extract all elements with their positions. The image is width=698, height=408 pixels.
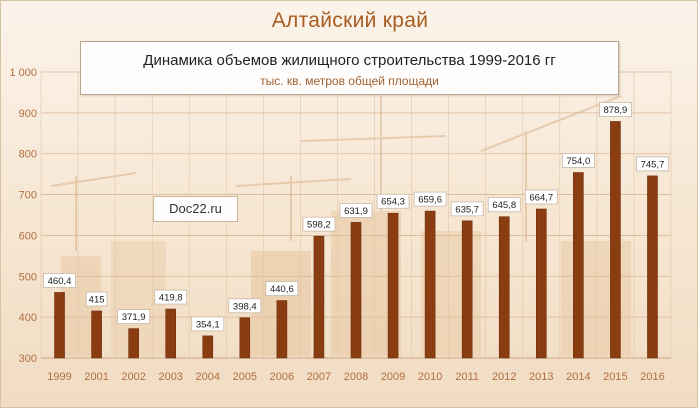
x-tick-label: 2013 (529, 371, 553, 383)
bar-2015 (610, 121, 620, 358)
x-tick-label: 2011 (455, 371, 479, 383)
y-tick-label: 400 (19, 312, 37, 324)
data-label: 631,9 (344, 206, 368, 217)
bar-2003 (166, 309, 176, 358)
y-tick-label: 600 (19, 230, 37, 242)
data-label: 460,4 (48, 276, 72, 287)
bar-2012 (499, 217, 509, 358)
bar-2005 (240, 318, 250, 358)
x-tick-label: 2002 (121, 371, 145, 383)
data-label: 371,9 (122, 312, 146, 323)
y-tick-label: 1 000 (9, 67, 37, 79)
data-label: 645,8 (492, 200, 516, 211)
x-axis: 1999 2001 2002 2003 2004 2005 2006 2007 2008 2009… (47, 371, 664, 383)
bar-2009 (388, 213, 398, 358)
data-label: 659,6 (418, 195, 442, 206)
data-label: 664,7 (529, 192, 553, 203)
chart-title-box: Динамика объемов жилищного строительства… (80, 41, 619, 95)
bar-2002 (129, 329, 139, 358)
bar-2014 (573, 173, 583, 358)
bar-2010 (425, 211, 435, 358)
data-label: 398,4 (233, 301, 257, 312)
x-tick-label: 2014 (566, 371, 590, 383)
x-tick-label: 2008 (344, 371, 368, 383)
bar-2016 (647, 176, 657, 358)
bar-2004 (203, 336, 213, 358)
region-title: Алтайский край (1, 9, 698, 33)
x-tick-label: 2001 (84, 371, 108, 383)
x-tick-label: 2015 (603, 371, 627, 383)
y-tick-label: 500 (19, 271, 37, 283)
bar-2013 (536, 209, 546, 358)
y-tick-label: 800 (19, 149, 37, 161)
data-label: 415 (89, 295, 105, 306)
data-label: 754,0 (566, 156, 590, 167)
data-label: 635,7 (455, 204, 479, 215)
y-tick-label: 900 (19, 108, 37, 120)
y-tick-label: 700 (19, 190, 37, 202)
data-label: 654,3 (381, 197, 405, 208)
x-tick-label: 2010 (418, 371, 442, 383)
x-tick-label: 1999 (47, 371, 71, 383)
bar-2007 (314, 236, 324, 358)
bar-2008 (351, 222, 361, 358)
watermark-label: Doc22.ru (153, 196, 238, 222)
x-tick-label: 2012 (492, 371, 516, 383)
chart-subtitle: тыс. кв. метров общей площади (81, 74, 618, 88)
data-label: 598,2 (307, 220, 331, 231)
x-tick-label: 2007 (307, 371, 331, 383)
data-label: 878,9 (604, 105, 628, 116)
chart-title: Динамика объемов жилищного строительства… (81, 52, 618, 69)
x-tick-label: 2004 (196, 371, 220, 383)
y-axis: 300 400 500 600 700 800 900 1 000 (9, 67, 37, 365)
bar-2011 (462, 221, 472, 358)
x-tick-label: 2009 (381, 371, 405, 383)
data-label: 419,8 (159, 293, 183, 304)
x-tick-label: 2016 (640, 371, 664, 383)
data-label: 440,6 (270, 284, 294, 295)
y-tick-label: 300 (19, 353, 37, 365)
x-tick-label: 2003 (158, 371, 182, 383)
bar-1999 (55, 292, 65, 358)
data-label: 745,7 (641, 159, 665, 170)
bar-2006 (277, 301, 287, 358)
x-tick-label: 2006 (270, 371, 294, 383)
data-label: 354,1 (196, 319, 220, 330)
bar-2001 (92, 311, 102, 358)
x-tick-label: 2005 (233, 371, 257, 383)
